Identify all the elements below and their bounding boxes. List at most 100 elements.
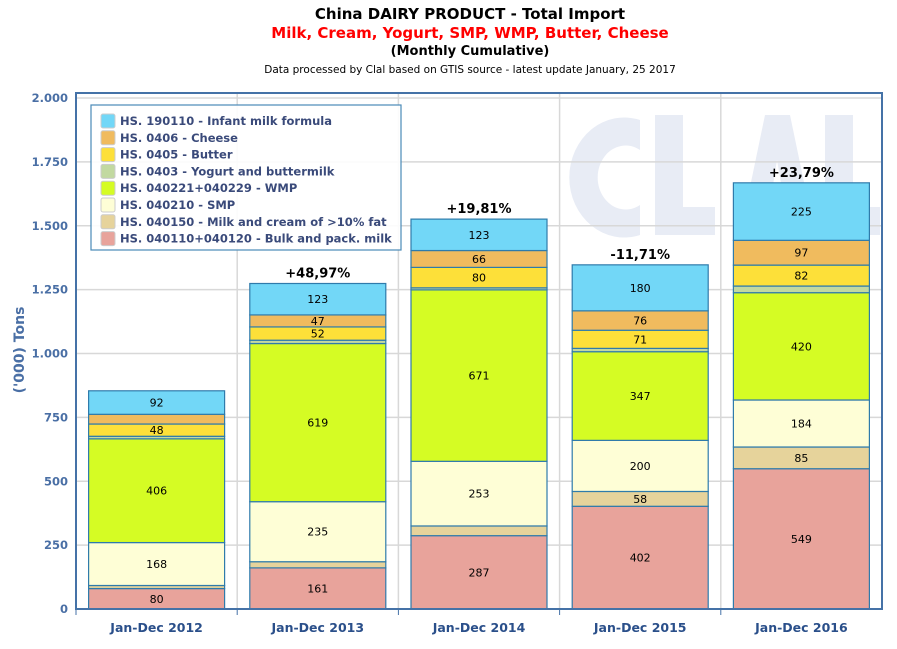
x-tick-label: Jan-Dec 2013	[271, 620, 365, 635]
legend-item[interactable]: HS. 0406 - Cheese	[100, 130, 238, 146]
bar-segment	[732, 292, 871, 401]
y-tick-label: 1.250	[32, 283, 68, 297]
x-tick-label: Jan-Dec 2016	[754, 620, 848, 635]
data-label: 168	[146, 558, 167, 571]
legend-swatch	[100, 130, 116, 146]
legend-label: HS. 040221+040229 - WMP	[120, 181, 297, 195]
data-label: 180	[630, 282, 651, 295]
y-tick-label: 0	[60, 602, 68, 616]
data-label: 184	[791, 418, 812, 431]
data-label: 420	[791, 340, 812, 353]
bar-segment	[87, 541, 226, 587]
data-label: 123	[307, 293, 328, 306]
legend-swatch	[100, 113, 116, 129]
bar-segment	[571, 264, 709, 312]
y-tick-label: 500	[44, 474, 68, 488]
y-tick-label: 250	[44, 538, 68, 552]
y-tick-label: 1.750	[32, 155, 68, 169]
legend-item[interactable]: HS. 040150 - Milk and cream of >10% fat	[100, 214, 387, 230]
legend-label: HS. 0406 - Cheese	[120, 131, 238, 145]
legend-swatch	[100, 147, 116, 163]
x-tick-label: Jan-Dec 2015	[593, 620, 687, 635]
bar-segment	[732, 285, 871, 294]
legend-label: HS. 190110 - Infant milk formula	[120, 114, 332, 128]
legend-item[interactable]: HS. 040110+040120 - Bulk and pack. milk	[100, 231, 392, 247]
data-label: 92	[150, 397, 164, 410]
legend: HS. 190110 - Infant milk formula HS. 0406…	[90, 104, 402, 251]
y-tick-label: 1.000	[32, 347, 68, 361]
legend-label: HS. 0405 - Butter	[120, 148, 233, 162]
data-label: 123	[469, 229, 490, 242]
data-label: 80	[472, 272, 486, 285]
bar-segment	[87, 390, 226, 415]
bar-segment	[410, 460, 548, 527]
legend-swatch	[100, 163, 116, 179]
data-label: 619	[307, 417, 328, 430]
plot-border	[75, 92, 883, 610]
data-label: 47	[311, 315, 325, 328]
y-tick-label: 750	[44, 410, 68, 424]
data-label: 200	[630, 460, 651, 473]
bar-segment	[732, 468, 871, 610]
data-label: 402	[630, 552, 651, 565]
bar-segment	[249, 561, 387, 569]
x-tick-label: Jan-Dec 2014	[432, 620, 526, 635]
bar-segment	[732, 182, 871, 241]
growth-label: +23,79%	[769, 166, 834, 181]
data-label: 52	[311, 328, 325, 341]
bar-segment	[571, 351, 709, 441]
data-label: 97	[794, 247, 808, 260]
data-label: 549	[791, 533, 812, 546]
data-label: 225	[791, 206, 812, 219]
bar-segment	[87, 438, 226, 544]
legend-box	[90, 104, 402, 251]
bar-segment	[249, 342, 387, 503]
data-label: 80	[150, 593, 164, 606]
growth-label: +48,97%	[285, 266, 350, 281]
legend-item[interactable]: HS. 040221+040229 - WMP	[100, 180, 297, 196]
data-label: 71	[633, 333, 647, 346]
data-label: 235	[307, 526, 328, 539]
data-label: 671	[469, 370, 490, 383]
growth-label: -11,71%	[610, 248, 670, 263]
legend-swatch	[100, 214, 116, 230]
data-label: 406	[146, 485, 167, 498]
bar-segment	[410, 289, 548, 462]
bar-segment	[571, 505, 709, 610]
bar-segment	[410, 218, 548, 252]
data-label: 347	[630, 390, 651, 403]
chart-subtitle-2: (Monthly Cumulative)	[391, 44, 550, 59]
data-label: 76	[633, 315, 647, 328]
bar-segment	[410, 525, 548, 537]
legend-item[interactable]: HS. 0405 - Butter	[100, 147, 233, 163]
legend-swatch	[100, 197, 116, 213]
data-label: 58	[633, 493, 647, 506]
legend-label: HS. 040110+040120 - Bulk and pack. milk	[120, 232, 392, 246]
data-label: 82	[794, 270, 808, 283]
data-label: 85	[794, 452, 808, 465]
legend-swatch	[100, 180, 116, 196]
x-tick-label: Jan-Dec 2012	[109, 620, 203, 635]
y-tick-label: 2.000	[32, 91, 68, 105]
bar-segment	[249, 282, 387, 316]
data-label: 66	[472, 253, 486, 266]
bar-segment	[732, 239, 871, 266]
y-axis-label: ('000) Tons	[12, 307, 28, 394]
data-label: 161	[307, 582, 328, 595]
chart-title: China DAIRY PRODUCT - Total Import	[315, 5, 625, 23]
legend-label: HS. 040150 - Milk and cream of >10% fat	[120, 215, 387, 229]
bar-segment	[571, 439, 709, 493]
bar-segment	[87, 413, 226, 425]
legend-item[interactable]: HS. 040210 - SMP	[100, 197, 235, 213]
data-label: 253	[469, 488, 490, 501]
source-note: Data processed by Clal based on GTIS sou…	[264, 64, 676, 76]
legend-item[interactable]: HS. 0403 - Yogurt and buttermilk	[100, 163, 335, 179]
legend-label: HS. 0403 - Yogurt and buttermilk	[120, 164, 335, 178]
bar-segment	[732, 399, 871, 448]
legend-item[interactable]: HS. 190110 - Infant milk formula	[100, 113, 332, 129]
chart-subtitle: Milk, Cream, Yogurt, SMP, WMP, Butter, C…	[271, 24, 668, 42]
growth-label: +19,81%	[446, 202, 511, 217]
legend-swatch	[100, 231, 116, 247]
